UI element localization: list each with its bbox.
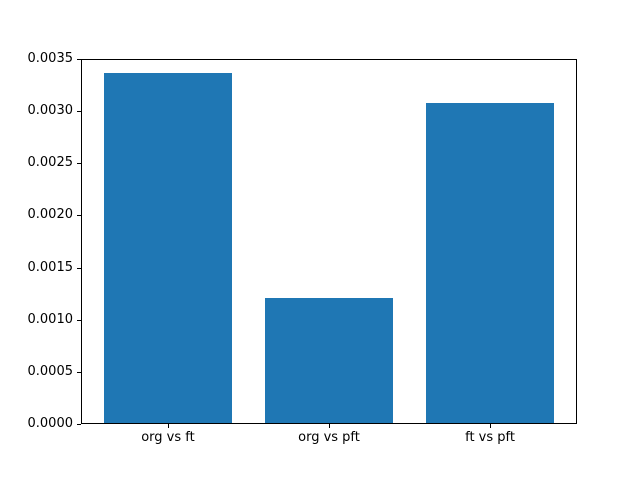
x-tick-mark: [168, 424, 169, 428]
x-tick-label: ft vs pft: [465, 430, 515, 445]
y-tick-mark: [77, 268, 81, 269]
y-tick-mark: [77, 111, 81, 112]
y-tick-mark: [77, 163, 81, 164]
y-tick-label: 0.0035: [27, 51, 74, 66]
bar-org-vs-pft: [264, 297, 394, 423]
y-tick-label: 0.0000: [27, 416, 74, 431]
y-tick-mark: [77, 424, 81, 425]
y-tick-mark: [77, 59, 81, 60]
y-tick-label: 0.0030: [27, 103, 74, 119]
y-tick-label: 0.0020: [27, 207, 74, 223]
x-tick-label: org vs ft: [141, 430, 195, 445]
bar-ft-vs-pft: [425, 102, 555, 423]
bar-org-vs-ft: [103, 72, 233, 423]
plot-area: [81, 59, 577, 424]
y-tick-label: 0.0015: [27, 259, 74, 275]
y-tick-label: 0.0010: [27, 311, 74, 327]
y-tick-label: 0.0005: [27, 363, 74, 379]
y-tick-mark: [77, 320, 81, 321]
x-tick-label: org vs pft: [298, 430, 360, 445]
y-tick-label: 0.0025: [27, 155, 74, 171]
x-tick-mark: [329, 424, 330, 428]
y-tick-mark: [77, 215, 81, 216]
x-tick-mark: [490, 424, 491, 428]
y-tick-mark: [77, 372, 81, 373]
